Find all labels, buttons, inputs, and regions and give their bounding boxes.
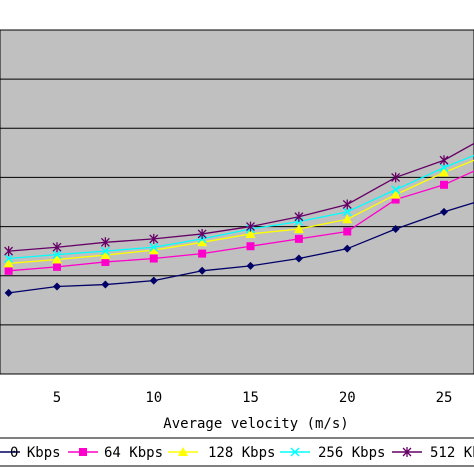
data-point: [342, 199, 352, 210]
data-point: [342, 214, 353, 224]
series: [4, 202, 474, 297]
data-point: [439, 163, 449, 173]
legend-label: 0 Kbps: [10, 445, 61, 461]
x-tick-labels: 5 10 15 20 25: [53, 390, 453, 406]
data-point: [391, 172, 401, 183]
x-tick-label: 25: [436, 390, 453, 406]
data-point: [4, 246, 14, 257]
x-tick-label: 10: [145, 390, 162, 406]
data-point: [4, 253, 14, 264]
legend-item: 512 Kbps: [392, 445, 474, 461]
x-tick-label: 20: [339, 390, 356, 406]
data-point: [294, 211, 304, 222]
x-tick-label: 15: [242, 390, 259, 406]
data-point: [52, 250, 62, 260]
legend: 0 Kbps 64 Kbps 128 Kbps 256 Kbps 512 Kbps: [0, 437, 474, 467]
x-axis-title: Average velocity (m/s): [163, 416, 348, 432]
data-point: [148, 245, 159, 255]
legend-item: 256 Kbps: [280, 445, 385, 461]
data-point: [246, 221, 255, 232]
grid-lines: [0, 78, 474, 326]
data-point: [391, 225, 400, 234]
data-point: [197, 228, 207, 239]
data-point: [246, 261, 255, 270]
data-point: [149, 242, 159, 252]
legend-label: 128 Kbps: [208, 445, 275, 461]
data-point: [79, 448, 87, 456]
legend-label: 256 Kbps: [318, 445, 385, 461]
data-point: [149, 276, 158, 285]
series: [4, 142, 474, 257]
data-point: [440, 207, 448, 216]
data-point: [52, 242, 62, 253]
data-point: [293, 224, 304, 234]
legend-label: 64 Kbps: [104, 445, 163, 461]
data-point: [390, 189, 401, 199]
data-point: [101, 280, 110, 289]
data-point: [100, 237, 110, 248]
data-point: [343, 244, 352, 253]
data-point: [4, 266, 13, 275]
data-point: [439, 155, 449, 166]
data-point: [4, 288, 13, 297]
data-point: [391, 195, 400, 204]
data-point: [53, 282, 61, 291]
legend-label: 512 Kbps: [430, 445, 474, 461]
data-point: [149, 254, 158, 263]
data-point: [3, 258, 14, 268]
data-point: [197, 237, 208, 247]
legend-item: 64 Kbps: [68, 445, 163, 461]
data-point: [294, 234, 303, 243]
data-point: [342, 207, 352, 217]
data-point: [149, 233, 159, 244]
data-point: [178, 447, 188, 456]
series-layer: [3, 142, 474, 297]
data-point: [439, 167, 449, 177]
data-point: [100, 246, 110, 256]
series: [4, 170, 474, 275]
data-point: [198, 249, 207, 258]
data-point: [440, 180, 448, 189]
plot-area: [0, 29, 474, 375]
x-tick-label: 5: [53, 390, 61, 406]
data-point: [343, 227, 352, 236]
data-point: [402, 447, 412, 457]
data-point: [294, 254, 303, 263]
data-point: [198, 266, 207, 275]
data-point: [101, 257, 110, 266]
data-point: [53, 262, 61, 271]
series: [3, 159, 474, 268]
data-point: [391, 185, 401, 195]
data-point: [246, 242, 255, 251]
data-point: [52, 254, 62, 264]
data-point: [290, 447, 300, 457]
data-point: [100, 250, 111, 260]
legend-item: 0 Kbps: [0, 445, 61, 461]
data-point: [245, 228, 256, 238]
legend-item: 128 Kbps: [168, 445, 275, 461]
